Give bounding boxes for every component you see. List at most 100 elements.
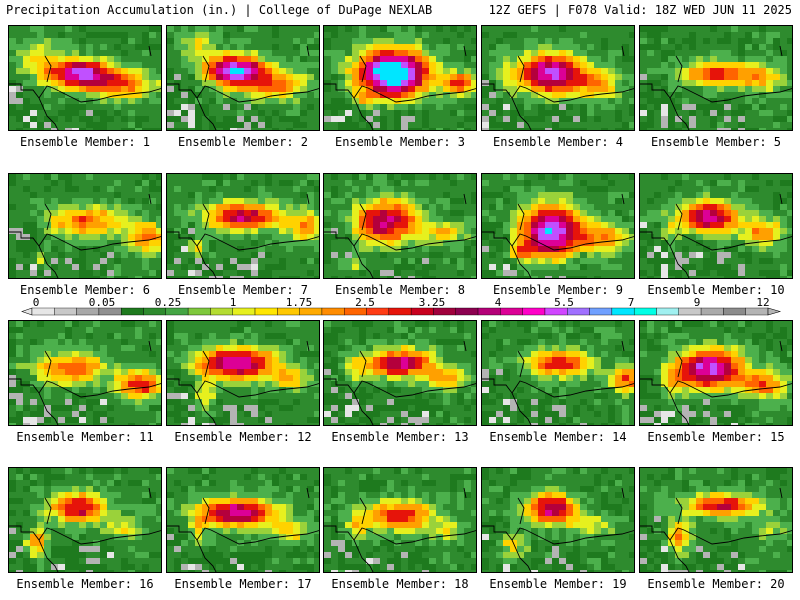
colorbar-swatch [232, 307, 256, 316]
colorbar-tick-label: 2.5 [355, 296, 375, 309]
ensemble-member-map [8, 467, 162, 573]
boundary-lines [640, 487, 792, 572]
ensemble-member-map [639, 467, 793, 573]
colorbar-tick-label: 7 [627, 296, 635, 309]
precip-field [9, 321, 161, 425]
boundary-lines [482, 45, 634, 130]
colorbar-max-arrow [767, 307, 782, 316]
ensemble-member-map [166, 467, 320, 573]
colorbar-swatch [589, 307, 613, 316]
ensemble-member-label: Ensemble Member: 4 [492, 135, 624, 149]
colorbar-tick-label: 0 [32, 296, 40, 309]
precip-field [640, 26, 792, 130]
precip-field [9, 26, 161, 130]
colorbar-swatch [254, 307, 278, 316]
ensemble-member-label: Ensemble Member: 17 [174, 577, 312, 591]
boundary-lines [324, 487, 476, 572]
ensemble-member-map [166, 320, 320, 426]
colorbar-tick-label: 1 [229, 296, 237, 309]
ensemble-member-map [323, 173, 477, 279]
precip-field [324, 174, 476, 278]
precip-field [167, 174, 319, 278]
colorbar-swatch [321, 307, 345, 316]
precip-field [324, 321, 476, 425]
colorbar-swatch [187, 307, 211, 316]
ensemble-member-map [8, 25, 162, 131]
ensemble-member-label: Ensemble Member: 20 [647, 577, 785, 591]
boundary-lines [167, 45, 319, 130]
ensemble-member-label: Ensemble Member: 18 [331, 577, 469, 591]
colorbar-swatch [277, 307, 300, 316]
boundary-lines [640, 340, 792, 425]
ensemble-member-label: Ensemble Member: 10 [647, 283, 785, 297]
ensemble-member-map [166, 173, 320, 279]
ensemble-member-map [323, 467, 477, 573]
boundary-lines [167, 340, 319, 425]
colorbar-swatch [522, 307, 546, 316]
colorbar-tick-label: 0.25 [154, 296, 182, 309]
colorbar-swatch [544, 307, 568, 316]
colorbar-tick-label: 0.05 [88, 296, 116, 309]
ensemble-member-label: Ensemble Member: 1 [19, 135, 151, 149]
boundary-lines [167, 487, 319, 572]
ensemble-member-label: Ensemble Member: 15 [647, 430, 785, 444]
boundary-lines [324, 340, 476, 425]
colorbar-tick-label: 5.5 [554, 296, 574, 309]
colorbar-swatch [567, 307, 590, 316]
ensemble-member-label: Ensemble Member: 19 [489, 577, 627, 591]
precip-field [167, 26, 319, 130]
ensemble-member-map [323, 320, 477, 426]
precip-field [482, 26, 634, 130]
colorbar-tick-label: 4 [494, 296, 502, 309]
colorbar-swatch [210, 307, 233, 316]
boundary-lines [9, 340, 161, 425]
colorbar-swatch [165, 307, 189, 316]
colorbar-swatch [477, 307, 501, 316]
ensemble-member-map [8, 320, 162, 426]
colorbar-swatch [433, 307, 456, 316]
ensemble-member-label: Ensemble Member: 9 [492, 283, 624, 297]
colorbar-swatch [98, 307, 122, 316]
precip-field [482, 321, 634, 425]
colorbar-min-arrow [21, 307, 33, 316]
colorbar-swatch [366, 307, 390, 316]
colorbar-swatch [344, 307, 367, 316]
colorbar-tick-label: 1.75 [285, 296, 313, 309]
ensemble-member-label: Ensemble Member: 2 [177, 135, 309, 149]
colorbar-swatch [31, 307, 55, 316]
colorbar-swatch [54, 307, 77, 316]
boundary-lines [324, 193, 476, 278]
boundary-lines [9, 193, 161, 278]
ensemble-member-map [166, 25, 320, 131]
precip-field [640, 174, 792, 278]
colorbar-swatch [611, 307, 635, 316]
colorbar-tick-label: 9 [693, 296, 701, 309]
colorbar-swatch [143, 307, 167, 316]
colorbar-swatch [500, 307, 523, 316]
colorbar-swatch [678, 307, 702, 316]
ensemble-member-label: Ensemble Member: 14 [489, 430, 627, 444]
colorbar-swatch [633, 307, 657, 316]
colorbar-swatch [388, 307, 412, 316]
boundary-lines [640, 193, 792, 278]
boundary-lines [482, 340, 634, 425]
colorbar-swatch [410, 307, 434, 316]
precip-field [9, 174, 161, 278]
ensemble-member-map [639, 25, 793, 131]
ensemble-member-label: Ensemble Member: 8 [334, 283, 466, 297]
ensemble-member-label: Ensemble Member: 6 [19, 283, 151, 297]
ensemble-member-label: Ensemble Member: 3 [334, 135, 466, 149]
boundary-lines [167, 193, 319, 278]
precipitation-colorbar [21, 307, 782, 316]
boundary-lines [640, 45, 792, 130]
ensemble-member-map [481, 467, 635, 573]
ensemble-member-label: Ensemble Member: 11 [16, 430, 154, 444]
ensemble-member-label: Ensemble Member: 7 [177, 283, 309, 297]
boundary-lines [9, 487, 161, 572]
precip-field [9, 468, 161, 572]
ensemble-member-label: Ensemble Member: 5 [650, 135, 782, 149]
precip-field [324, 468, 476, 572]
colorbar-swatch [656, 307, 679, 316]
ensemble-member-map [481, 173, 635, 279]
ensemble-member-map [481, 25, 635, 131]
